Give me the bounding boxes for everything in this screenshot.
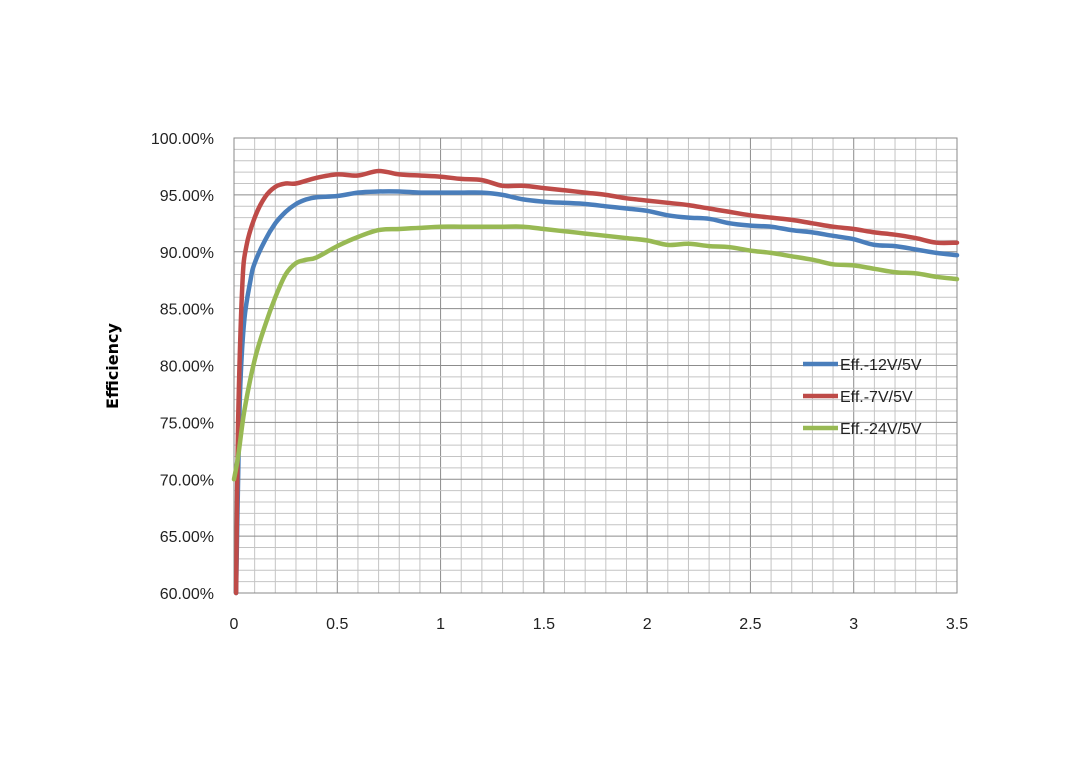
- legend-label-1: Eff.-12V/5V: [840, 357, 922, 374]
- x-tick-label: 1.5: [533, 616, 555, 633]
- x-tick-label: 0.5: [326, 616, 348, 633]
- y-tick-label: 75.00%: [160, 415, 214, 432]
- series-lines: [231, 168, 960, 596]
- y-axis-label: Efficiency: [103, 322, 122, 408]
- y-tick-label: 90.00%: [160, 245, 214, 262]
- series-line-1: [233, 189, 960, 596]
- y-axis-ticks: 60.00% 65.00% 70.00% 75.00% 80.00% 85.00% 90.0…: [151, 131, 214, 603]
- x-tick-label: 3.5: [946, 616, 968, 633]
- grid: [234, 138, 957, 593]
- y-tick-label: 65.00%: [160, 529, 214, 546]
- y-tick-label: 85.00%: [160, 302, 214, 319]
- x-axis-ticks: 0 0.5 1 1.5 2 2.5 3 3.5: [230, 616, 969, 633]
- y-tick-label: 95.00%: [160, 188, 214, 205]
- x-tick-label: 0: [230, 616, 239, 633]
- y-tick-label: 60.00%: [160, 586, 214, 603]
- plot-area: [233, 137, 958, 594]
- y-tick-label: 100.00%: [151, 131, 214, 148]
- y-tick-label: 70.00%: [160, 472, 214, 489]
- series-line-3: [231, 224, 960, 482]
- series-line-2: [233, 168, 960, 596]
- x-tick-label: 2.5: [739, 616, 761, 633]
- legend: Eff.-12V/5V Eff.-7V/5V Eff.-24V/5V: [803, 357, 922, 438]
- y-tick-label: 80.00%: [160, 359, 214, 376]
- legend-label-2: Eff.-7V/5V: [840, 389, 913, 406]
- legend-label-3: Eff.-24V/5V: [840, 421, 922, 438]
- x-tick-label: 3: [849, 616, 858, 633]
- x-tick-label: 2: [643, 616, 652, 633]
- x-tick-label: 1: [436, 616, 445, 633]
